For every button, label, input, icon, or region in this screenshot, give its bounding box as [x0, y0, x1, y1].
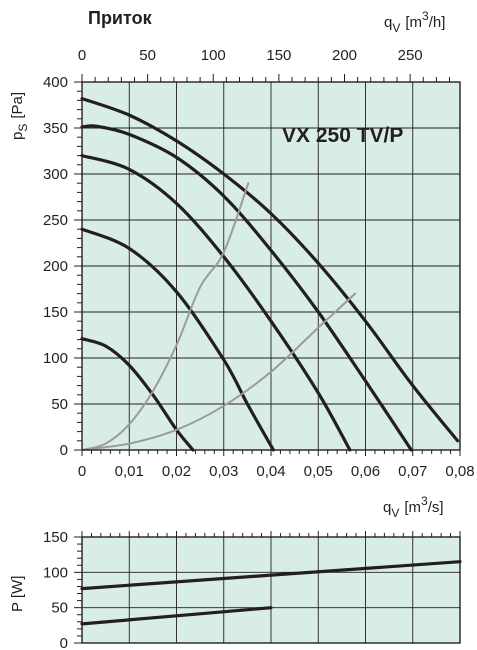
power-y-tick-label: 100 — [43, 564, 68, 581]
power-y-tick-label: 50 — [51, 600, 68, 617]
x-tick-label: 0,08 — [445, 463, 474, 480]
pressure-axis-unit: [Pa] — [9, 92, 26, 119]
bottom-x-axis-title: qV [m3/s] — [383, 494, 444, 520]
power-y-tick-label: 150 — [43, 529, 68, 546]
top-x-axis-unit-a: [m — [405, 14, 422, 31]
fan-curve-4 — [80, 124, 413, 452]
top-tick-label: 50 — [139, 47, 156, 64]
top-tick-label: 0 — [78, 47, 86, 64]
x-tick-label: 0 — [78, 463, 86, 480]
top-tick-label: 100 — [201, 47, 226, 64]
power-curve-1 — [80, 560, 462, 591]
top-x-axis-symbol: q — [384, 14, 392, 31]
power-chart: 0 50 100 150 — [43, 529, 462, 650]
bottom-x-axis-unit-a: [m — [404, 499, 421, 516]
y-tick-label: 0 — [60, 442, 68, 459]
x-tick-label: 0,03 — [209, 463, 238, 480]
y-tick-label: 150 — [43, 304, 68, 321]
pressure-axis-symbol: p — [9, 132, 26, 140]
top-x-axis-unit-b: /h] — [429, 14, 446, 31]
x-tick-label: 0,06 — [351, 463, 380, 480]
fan-curve-5 — [80, 97, 460, 443]
power-curve-2 — [80, 606, 273, 626]
top-axis: 0 50 100 150 200 250 — [78, 47, 450, 82]
pressure-axis-title: pS [Pa] — [9, 92, 30, 140]
fan-curve-2 — [80, 227, 275, 452]
x-tick-label: 0,04 — [256, 463, 285, 480]
y-tick-label: 250 — [43, 212, 68, 229]
system-curve-2 — [81, 292, 357, 451]
bottom-x-axis-subscript: V — [391, 506, 399, 520]
system-curve-1 — [81, 182, 250, 451]
chart-title: Приток — [88, 8, 153, 28]
pressure-axis-subscript: S — [16, 124, 30, 132]
power-plot-frame — [81, 536, 461, 644]
top-x-axis-title: qV [m3/h] — [384, 9, 445, 35]
power-y-tick-label: 0 — [60, 635, 68, 650]
pressure-curves — [80, 97, 460, 452]
top-tick-label: 250 — [398, 47, 423, 64]
power-ticks: 0 50 100 150 — [43, 529, 461, 650]
top-x-axis-unit-sup: 3 — [422, 9, 429, 23]
bottom-x-axis-unit-b: /s] — [428, 499, 444, 516]
pressure-chart: 0 0,01 0,02 0,03 0,04 0,05 0,06 0,07 0,08 0 50 100 1… — [43, 47, 475, 480]
top-tick-label: 150 — [266, 47, 291, 64]
bottom-x-axis-symbol: q — [383, 499, 391, 516]
power-curves — [80, 560, 462, 626]
pressure-plot-frame — [81, 81, 461, 451]
bottom-x-axis-unit-sup: 3 — [421, 494, 428, 508]
top-tick-label: 200 — [332, 47, 357, 64]
x-tick-label: 0,07 — [398, 463, 427, 480]
x-tick-label: 0,05 — [304, 463, 333, 480]
y-tick-label: 200 — [43, 258, 68, 275]
power-axis-title: P [W] — [9, 576, 26, 612]
top-x-axis-subscript: V — [392, 21, 400, 35]
y-tick-label: 400 — [43, 74, 68, 91]
y-tick-label: 300 — [43, 166, 68, 183]
x-tick-label: 0,02 — [162, 463, 191, 480]
y-tick-label: 100 — [43, 350, 68, 367]
model-label: VX 250 TV/P — [282, 124, 403, 147]
fan-curve-1 — [80, 337, 195, 452]
x-tick-label: 0,01 — [115, 463, 144, 480]
y-tick-label: 350 — [43, 120, 68, 137]
y-tick-label: 50 — [51, 396, 68, 413]
fan-curve-3 — [80, 154, 352, 452]
pressure-ticks: 0 0,01 0,02 0,03 0,04 0,05 0,06 0,07 0,08 0 50 100 1… — [43, 47, 475, 480]
